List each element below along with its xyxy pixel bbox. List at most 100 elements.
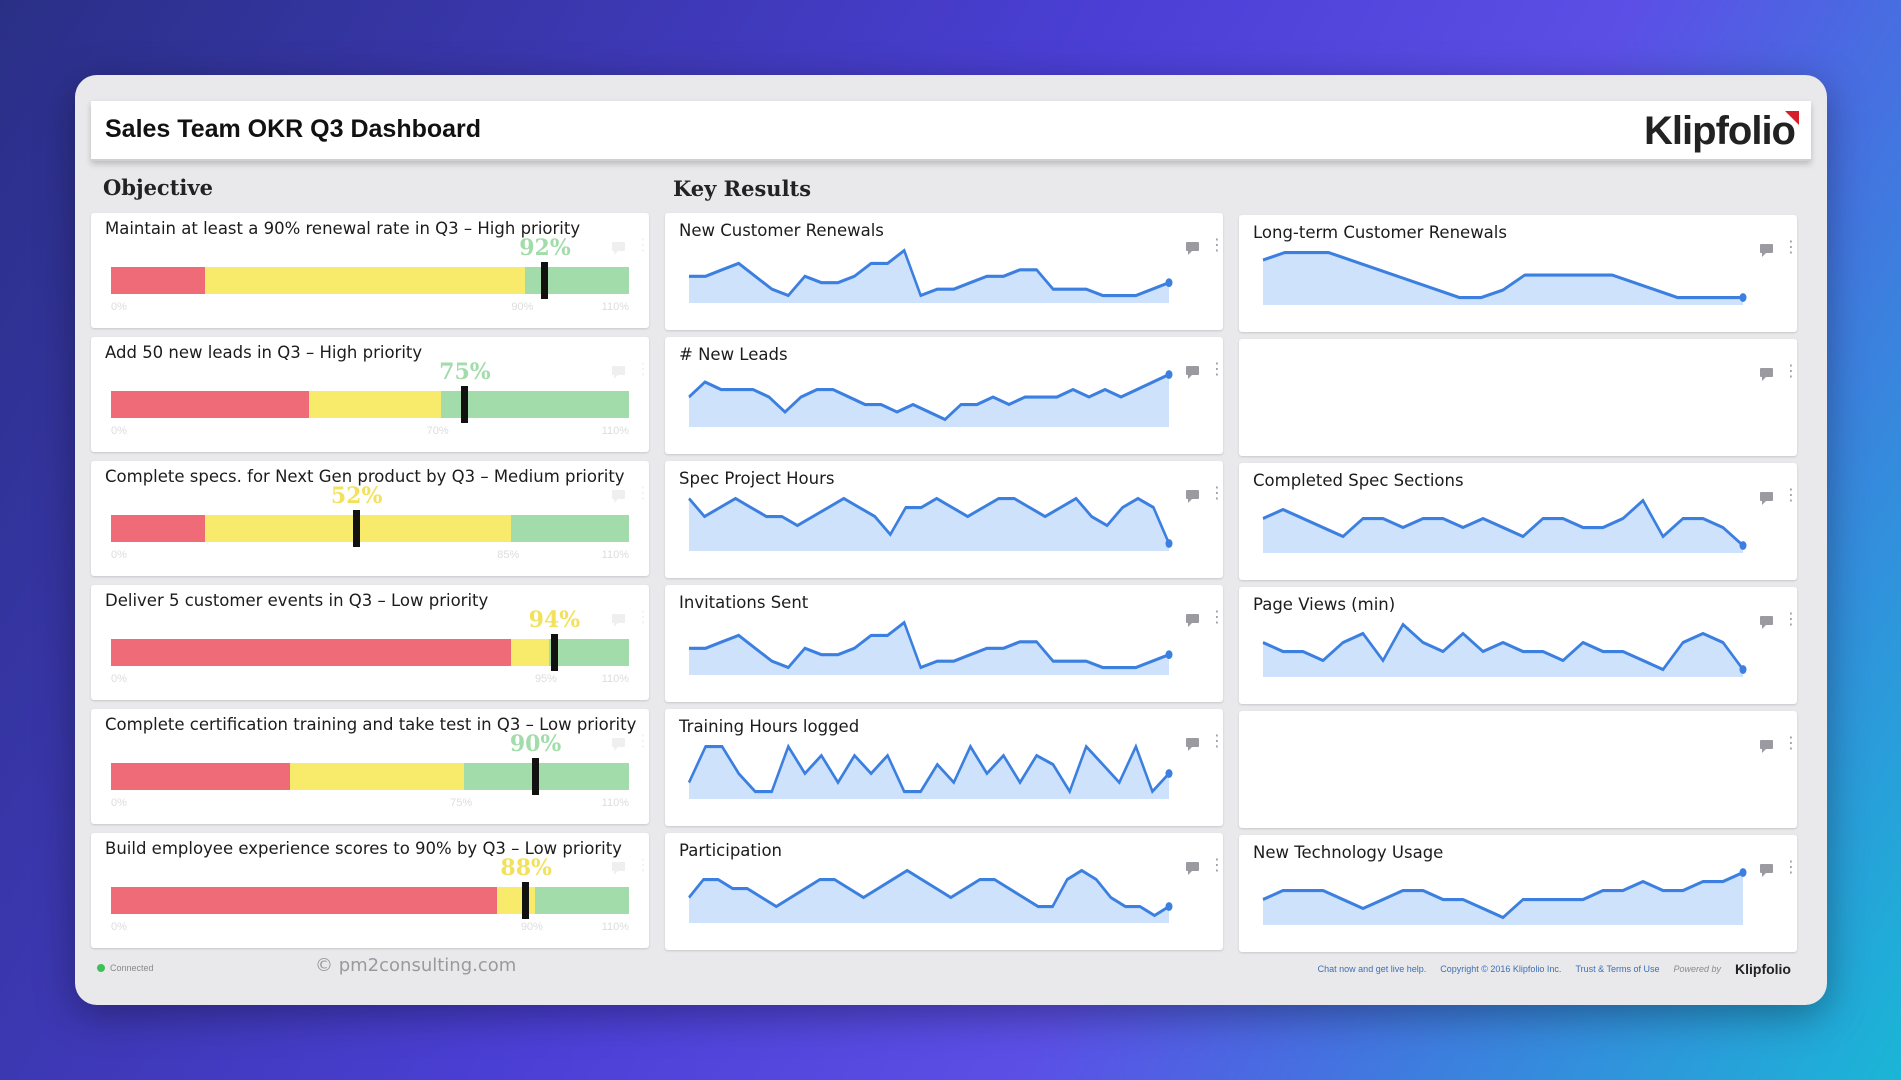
more-options-icon[interactable]: ⋮ (1209, 609, 1225, 626)
comment-icon[interactable] (1760, 367, 1773, 381)
sparkline-line (1262, 871, 1744, 920)
more-options-icon[interactable]: ⋮ (635, 733, 651, 750)
objective-card[interactable]: Complete certification training and take… (91, 709, 651, 824)
more-options-icon[interactable]: ⋮ (635, 485, 651, 502)
key-result-card[interactable]: New Customer Renewals ⋮ (665, 213, 1225, 330)
comment-icon[interactable] (1186, 489, 1199, 503)
tick-label: 110% (601, 549, 629, 561)
bullet-bar (111, 758, 629, 795)
tick-label: 0% (111, 425, 127, 437)
objective-card[interactable]: Complete specs. for Next Gen product by … (91, 461, 651, 576)
key-result-card[interactable]: Training Hours logged ⋮ (665, 709, 1225, 826)
klipfolio-logo[interactable]: Klipfolio (1644, 109, 1796, 153)
sparkline-area (689, 250, 1169, 303)
objective-percent: 75% (439, 359, 491, 385)
key-result-card[interactable]: Page Views (min) ⋮ (1239, 587, 1799, 704)
key-result-label: Long-term Customer Renewals (1253, 223, 1507, 242)
more-options-icon[interactable]: ⋮ (1209, 733, 1225, 750)
terms-link[interactable]: Trust & Terms of Use (1575, 964, 1660, 974)
key-result-card[interactable]: ⋮ (1239, 339, 1799, 456)
comment-icon[interactable] (1760, 243, 1773, 257)
bar-tick-labels: 0% 95% 110% (111, 673, 629, 687)
tick-label: 0% (111, 797, 127, 809)
more-options-icon[interactable]: ⋮ (1783, 611, 1799, 628)
more-options-icon[interactable]: ⋮ (1783, 239, 1799, 256)
footer-klipfolio-logo[interactable]: Klipfolio (1735, 961, 1791, 977)
bar-segment-green (440, 391, 629, 418)
comment-icon[interactable] (612, 737, 625, 751)
more-options-icon[interactable]: ⋮ (1783, 735, 1799, 752)
more-options-icon[interactable]: ⋮ (635, 237, 651, 254)
more-options-icon[interactable]: ⋮ (1783, 487, 1799, 504)
key-result-card[interactable]: Invitations Sent ⋮ (665, 585, 1225, 702)
objective-card[interactable]: Add 50 new leads in Q3 – High priority 75… (91, 337, 651, 452)
tick-label: 110% (601, 921, 629, 933)
key-result-card[interactable]: Spec Project Hours ⋮ (665, 461, 1225, 578)
card-actions: ⋮ (1760, 363, 1799, 381)
card-actions: ⋮ (612, 733, 651, 751)
sparkline-line (688, 868, 1170, 918)
key-result-card[interactable]: Participation ⋮ (665, 833, 1225, 950)
comment-icon[interactable] (612, 861, 625, 875)
key-result-card[interactable]: # New Leads ⋮ (665, 337, 1225, 454)
sparkline-chart (688, 496, 1173, 551)
comment-icon[interactable] (1760, 491, 1773, 505)
key-result-label: Invitations Sent (679, 593, 809, 612)
bar-segment-red (111, 391, 309, 418)
sparkline-line (1262, 622, 1744, 672)
comment-icon[interactable] (1186, 737, 1199, 751)
sparkline-area (689, 498, 1169, 551)
key-result-card[interactable]: New Technology Usage ⋮ (1239, 835, 1799, 952)
more-options-icon[interactable]: ⋮ (1783, 363, 1799, 380)
more-options-icon[interactable]: ⋮ (635, 361, 651, 378)
sparkline-chart (1262, 250, 1747, 305)
more-options-icon[interactable]: ⋮ (1209, 485, 1225, 502)
progress-marker (550, 634, 558, 671)
comment-icon[interactable] (1186, 861, 1199, 875)
tick-label: 0% (111, 549, 127, 561)
tick-label: 0% (111, 301, 127, 313)
sparkline-chart (688, 370, 1173, 427)
key-result-card[interactable]: Long-term Customer Renewals ⋮ (1239, 215, 1799, 332)
comment-icon[interactable] (1760, 739, 1773, 753)
card-actions: ⋮ (1760, 735, 1799, 753)
bar-tick-labels: 0% 90% 110% (111, 921, 629, 935)
more-options-icon[interactable]: ⋮ (1209, 857, 1225, 874)
comment-icon[interactable] (1186, 241, 1199, 255)
comment-icon[interactable] (612, 489, 625, 503)
comment-icon[interactable] (1186, 613, 1199, 627)
connection-status: Connected (97, 963, 154, 973)
objective-card[interactable]: Build employee experience scores to 90% … (91, 833, 651, 948)
objective-card[interactable]: Deliver 5 customer events in Q3 – Low pr… (91, 585, 651, 700)
comment-icon[interactable] (1760, 863, 1773, 877)
comment-icon[interactable] (612, 365, 625, 379)
progress-marker (522, 882, 530, 919)
sparkline-line (1262, 250, 1743, 300)
logo-flag-icon (1785, 111, 1799, 125)
objective-card[interactable]: Maintain at least a 90% renewal rate in … (91, 213, 651, 328)
bullet-bar (111, 510, 629, 547)
comment-icon[interactable] (612, 613, 625, 627)
key-results-heading: Key Results (673, 176, 812, 201)
sparkline-endpoint (1165, 769, 1173, 778)
more-options-icon[interactable]: ⋮ (635, 609, 651, 626)
sparkline-area (689, 746, 1169, 799)
more-options-icon[interactable]: ⋮ (635, 857, 651, 874)
card-actions: ⋮ (1186, 361, 1225, 379)
comment-icon[interactable] (612, 241, 625, 255)
more-options-icon[interactable]: ⋮ (1209, 361, 1225, 378)
objective-percent: 94% (528, 607, 581, 633)
key-result-card[interactable]: ⋮ (1239, 711, 1799, 828)
status-text: Connected (110, 963, 154, 973)
live-help-link[interactable]: Chat now and get live help. (1317, 964, 1427, 974)
sparkline-chart (1262, 868, 1747, 925)
key-result-card[interactable]: Completed Spec Sections ⋮ (1239, 463, 1799, 580)
more-options-icon[interactable]: ⋮ (1209, 237, 1225, 254)
bar-segment-red (111, 763, 290, 790)
tick-label: 75% (450, 797, 473, 809)
more-options-icon[interactable]: ⋮ (1783, 859, 1799, 876)
comment-icon[interactable] (1186, 365, 1199, 379)
comment-icon[interactable] (1760, 615, 1773, 629)
objective-label: Build employee experience scores to 90% … (105, 839, 622, 858)
objective-percent: 52% (330, 483, 383, 509)
